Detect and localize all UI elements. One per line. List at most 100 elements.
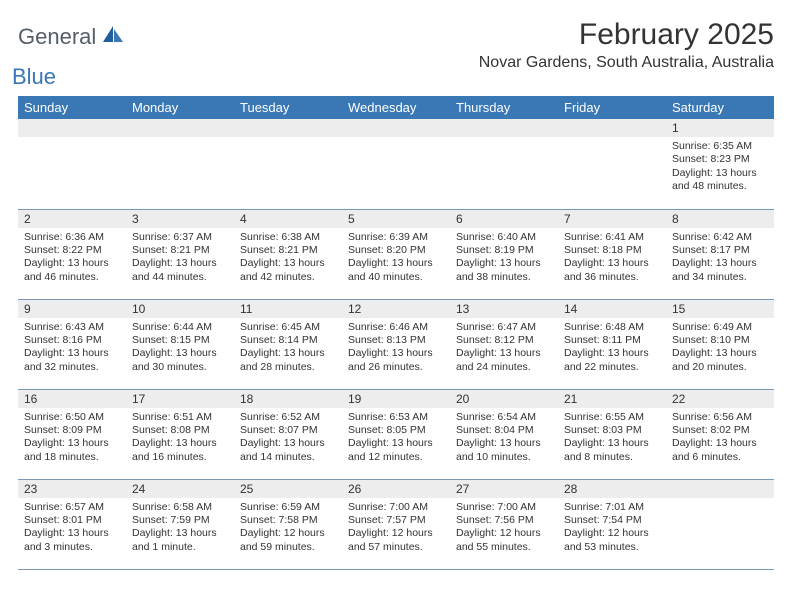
day-body: Sunrise: 6:36 AMSunset: 8:22 PMDaylight:… [18, 228, 126, 289]
day-number: 27 [450, 480, 558, 498]
day-cell: 12Sunrise: 6:46 AMSunset: 8:13 PMDayligh… [342, 299, 450, 389]
day-cell: 4Sunrise: 6:38 AMSunset: 8:21 PMDaylight… [234, 209, 342, 299]
day-number: 12 [342, 300, 450, 318]
day-number-empty [234, 119, 342, 137]
day-cell: 22Sunrise: 6:56 AMSunset: 8:02 PMDayligh… [666, 389, 774, 479]
weekday-header: Monday [126, 96, 234, 119]
day-number-empty [450, 119, 558, 137]
day-cell [234, 119, 342, 209]
day-cell: 16Sunrise: 6:50 AMSunset: 8:09 PMDayligh… [18, 389, 126, 479]
day-body: Sunrise: 6:45 AMSunset: 8:14 PMDaylight:… [234, 318, 342, 379]
day-body: Sunrise: 6:59 AMSunset: 7:58 PMDaylight:… [234, 498, 342, 559]
day-cell [558, 119, 666, 209]
day-number: 28 [558, 480, 666, 498]
day-number-empty [342, 119, 450, 137]
day-cell: 5Sunrise: 6:39 AMSunset: 8:20 PMDaylight… [342, 209, 450, 299]
weekday-header-row: Sunday Monday Tuesday Wednesday Thursday… [18, 96, 774, 119]
day-cell: 17Sunrise: 6:51 AMSunset: 8:08 PMDayligh… [126, 389, 234, 479]
day-cell [126, 119, 234, 209]
day-number: 7 [558, 210, 666, 228]
day-number: 19 [342, 390, 450, 408]
day-cell: 20Sunrise: 6:54 AMSunset: 8:04 PMDayligh… [450, 389, 558, 479]
day-body: Sunrise: 6:38 AMSunset: 8:21 PMDaylight:… [234, 228, 342, 289]
day-body: Sunrise: 6:55 AMSunset: 8:03 PMDaylight:… [558, 408, 666, 469]
day-number: 21 [558, 390, 666, 408]
day-cell: 27Sunrise: 7:00 AMSunset: 7:56 PMDayligh… [450, 479, 558, 569]
day-number: 25 [234, 480, 342, 498]
day-body: Sunrise: 6:57 AMSunset: 8:01 PMDaylight:… [18, 498, 126, 559]
day-cell [450, 119, 558, 209]
day-body: Sunrise: 6:50 AMSunset: 8:09 PMDaylight:… [18, 408, 126, 469]
day-number: 5 [342, 210, 450, 228]
day-number: 4 [234, 210, 342, 228]
day-body: Sunrise: 6:52 AMSunset: 8:07 PMDaylight:… [234, 408, 342, 469]
day-cell: 9Sunrise: 6:43 AMSunset: 8:16 PMDaylight… [18, 299, 126, 389]
day-cell: 1Sunrise: 6:35 AMSunset: 8:23 PMDaylight… [666, 119, 774, 209]
day-body: Sunrise: 7:00 AMSunset: 7:57 PMDaylight:… [342, 498, 450, 559]
day-body: Sunrise: 6:49 AMSunset: 8:10 PMDaylight:… [666, 318, 774, 379]
day-cell: 8Sunrise: 6:42 AMSunset: 8:17 PMDaylight… [666, 209, 774, 299]
weekday-header: Tuesday [234, 96, 342, 119]
calendar-row: 9Sunrise: 6:43 AMSunset: 8:16 PMDaylight… [18, 299, 774, 389]
calendar-row: 1Sunrise: 6:35 AMSunset: 8:23 PMDaylight… [18, 119, 774, 209]
day-number: 15 [666, 300, 774, 318]
day-number: 22 [666, 390, 774, 408]
day-number: 23 [18, 480, 126, 498]
day-cell: 21Sunrise: 6:55 AMSunset: 8:03 PMDayligh… [558, 389, 666, 479]
day-body: Sunrise: 6:53 AMSunset: 8:05 PMDaylight:… [342, 408, 450, 469]
day-cell: 25Sunrise: 6:59 AMSunset: 7:58 PMDayligh… [234, 479, 342, 569]
brand-blue: Blue [12, 64, 125, 90]
location: Novar Gardens, South Australia, Australi… [479, 54, 774, 72]
day-cell: 24Sunrise: 6:58 AMSunset: 7:59 PMDayligh… [126, 479, 234, 569]
day-body: Sunrise: 6:40 AMSunset: 8:19 PMDaylight:… [450, 228, 558, 289]
day-body: Sunrise: 7:01 AMSunset: 7:54 PMDaylight:… [558, 498, 666, 559]
day-body: Sunrise: 6:58 AMSunset: 7:59 PMDaylight:… [126, 498, 234, 559]
day-cell: 10Sunrise: 6:44 AMSunset: 8:15 PMDayligh… [126, 299, 234, 389]
day-number: 9 [18, 300, 126, 318]
day-body: Sunrise: 6:41 AMSunset: 8:18 PMDaylight:… [558, 228, 666, 289]
day-body: Sunrise: 6:43 AMSunset: 8:16 PMDaylight:… [18, 318, 126, 379]
day-body: Sunrise: 6:44 AMSunset: 8:15 PMDaylight:… [126, 318, 234, 379]
day-body: Sunrise: 6:54 AMSunset: 8:04 PMDaylight:… [450, 408, 558, 469]
day-number: 11 [234, 300, 342, 318]
day-body: Sunrise: 6:56 AMSunset: 8:02 PMDaylight:… [666, 408, 774, 469]
day-body: Sunrise: 6:46 AMSunset: 8:13 PMDaylight:… [342, 318, 450, 379]
day-number: 17 [126, 390, 234, 408]
weekday-header: Saturday [666, 96, 774, 119]
day-number: 18 [234, 390, 342, 408]
calendar-table: Sunday Monday Tuesday Wednesday Thursday… [18, 96, 774, 570]
day-number: 8 [666, 210, 774, 228]
day-number: 24 [126, 480, 234, 498]
day-number: 13 [450, 300, 558, 318]
calendar-row: 23Sunrise: 6:57 AMSunset: 8:01 PMDayligh… [18, 479, 774, 569]
day-cell: 19Sunrise: 6:53 AMSunset: 8:05 PMDayligh… [342, 389, 450, 479]
day-body: Sunrise: 6:37 AMSunset: 8:21 PMDaylight:… [126, 228, 234, 289]
day-body: Sunrise: 6:51 AMSunset: 8:08 PMDaylight:… [126, 408, 234, 469]
day-body: Sunrise: 6:48 AMSunset: 8:11 PMDaylight:… [558, 318, 666, 379]
day-number-empty [558, 119, 666, 137]
header: General Blue February 2025 Novar Gardens… [18, 18, 774, 90]
day-cell: 3Sunrise: 6:37 AMSunset: 8:21 PMDaylight… [126, 209, 234, 299]
weekday-header: Thursday [450, 96, 558, 119]
day-cell: 15Sunrise: 6:49 AMSunset: 8:10 PMDayligh… [666, 299, 774, 389]
day-number-empty [126, 119, 234, 137]
day-number: 10 [126, 300, 234, 318]
day-cell: 11Sunrise: 6:45 AMSunset: 8:14 PMDayligh… [234, 299, 342, 389]
day-number: 20 [450, 390, 558, 408]
day-number-empty [666, 480, 774, 498]
day-number: 16 [18, 390, 126, 408]
day-cell: 18Sunrise: 6:52 AMSunset: 8:07 PMDayligh… [234, 389, 342, 479]
calendar-row: 16Sunrise: 6:50 AMSunset: 8:09 PMDayligh… [18, 389, 774, 479]
day-number: 2 [18, 210, 126, 228]
weekday-header: Sunday [18, 96, 126, 119]
sail-icon [103, 26, 125, 49]
day-number: 6 [450, 210, 558, 228]
day-number-empty [18, 119, 126, 137]
day-body: Sunrise: 6:47 AMSunset: 8:12 PMDaylight:… [450, 318, 558, 379]
day-cell: 26Sunrise: 7:00 AMSunset: 7:57 PMDayligh… [342, 479, 450, 569]
brand-general: General [18, 24, 96, 49]
day-body: Sunrise: 6:42 AMSunset: 8:17 PMDaylight:… [666, 228, 774, 289]
day-number: 1 [666, 119, 774, 137]
calendar-row: 2Sunrise: 6:36 AMSunset: 8:22 PMDaylight… [18, 209, 774, 299]
weekday-header: Friday [558, 96, 666, 119]
